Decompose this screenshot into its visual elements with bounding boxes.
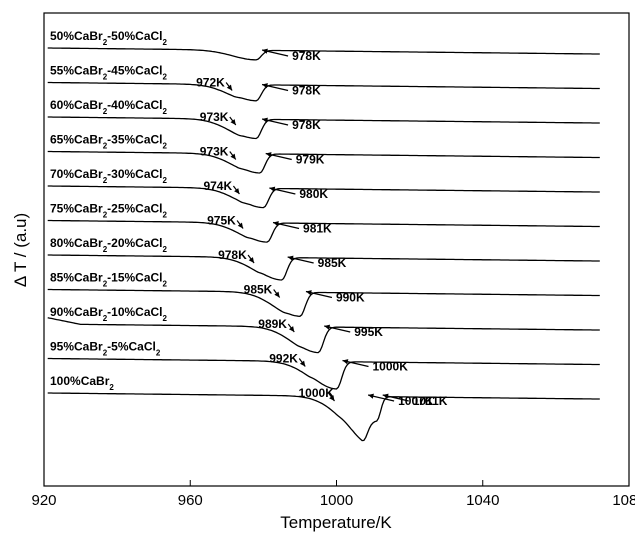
series-line [47, 317, 600, 354]
annotation-arrowhead [230, 153, 236, 160]
series-label: 75%CaBr2-25%CaCl2 [50, 202, 168, 220]
annotation-arrowhead [324, 324, 331, 330]
series-line [47, 150, 600, 174]
series-line [47, 47, 600, 61]
annotation-arrowhead [237, 222, 244, 229]
series-line [47, 254, 600, 281]
peak-annotation: 972K [196, 76, 225, 90]
peak-annotation: 973K [200, 110, 229, 124]
peak-annotation: 985K [244, 283, 273, 297]
peak-annotation: 989K [258, 317, 287, 331]
x-axis-title: Temperature/K [280, 513, 392, 532]
peak-annotation: 978K [218, 248, 247, 262]
annotation-arrowhead [262, 48, 268, 54]
x-tick-label: 1080 [612, 492, 635, 509]
annotation-arrowhead [342, 359, 349, 365]
series-line [47, 288, 600, 317]
x-tick-label: 1000 [320, 492, 353, 509]
annotation-arrowhead [269, 186, 276, 192]
peak-annotation: 975K [207, 214, 236, 228]
peak-annotation: 979K [296, 153, 325, 167]
annotation-arrowhead [329, 395, 335, 401]
series-label: 100%CaBr2 [50, 374, 114, 392]
annotation-arrowhead [382, 393, 389, 399]
annotation-arrowhead [287, 255, 294, 261]
peak-annotation: 1000K [373, 360, 409, 374]
annotation-arrowhead [230, 119, 236, 125]
peak-annotation: 974K [203, 179, 232, 193]
series-label: 70%CaBr2-30%CaCl2 [50, 167, 168, 185]
peak-annotation: 990K [336, 291, 365, 305]
annotation-arrowhead [262, 117, 268, 123]
x-axis: 920 960 1000 1040 1080 [31, 480, 635, 509]
peak-annotation: 995K [354, 325, 383, 339]
peak-annotation: 978K [292, 84, 321, 98]
peak-annotation: 978K [292, 118, 321, 132]
series-label: 60%CaBr2-40%CaCl2 [50, 98, 168, 116]
annotation-arrowhead [305, 290, 312, 296]
annotation-arrowhead [262, 83, 268, 89]
annotation-arrowhead [234, 188, 240, 194]
series-label: 95%CaBr2-5%CaCl2 [50, 340, 161, 358]
peak-annotation: 992K [269, 352, 298, 366]
series-label: 50%CaBr2-50%CaCl2 [50, 29, 168, 47]
series-line [47, 219, 600, 243]
annotation-arrowhead [288, 326, 295, 332]
peak-annotation: 985K [318, 256, 347, 270]
annotation-arrowhead [248, 257, 255, 263]
peak-annotation: 980K [299, 187, 328, 201]
annotation-arrowhead [226, 84, 233, 91]
series-line [47, 357, 600, 390]
annotation-arrowhead [274, 291, 280, 298]
x-tick-label: 960 [178, 492, 203, 509]
annotation-arrowhead [265, 152, 272, 158]
curves-layer [47, 47, 600, 442]
annotation-arrowhead [368, 393, 374, 399]
annotation-arrowhead [299, 360, 306, 367]
series-label: 85%CaBr2-15%CaCl2 [50, 271, 168, 289]
series-line [47, 392, 600, 442]
x-tick-label: 920 [31, 492, 56, 509]
labels-layer: 50%CaBr2-50%CaCl2 978K 55%CaBr2-45%CaCl2 97… [50, 29, 448, 408]
annotation-arrowhead [273, 221, 279, 227]
peak-annotation: 1000K [299, 386, 335, 400]
peak-annotation: 973K [200, 145, 229, 159]
series-label: 55%CaBr2-45%CaCl2 [50, 64, 168, 82]
peak-annotation: 981K [303, 222, 332, 236]
series-label: 65%CaBr2-35%CaCl2 [50, 133, 168, 151]
series-line [47, 81, 600, 102]
peak-annotation: 1011K [413, 394, 448, 408]
series-line [47, 185, 600, 209]
peak-annotation: 1007K [398, 394, 434, 408]
series-line [47, 116, 600, 140]
series-label: 80%CaBr2-20%CaCl2 [50, 236, 168, 254]
series-label: 90%CaBr2-10%CaCl2 [50, 305, 168, 323]
y-axis-title: Δ T / (a.u) [11, 213, 30, 287]
x-tick-label: 1040 [466, 492, 499, 509]
peak-annotation: 978K [292, 49, 321, 63]
